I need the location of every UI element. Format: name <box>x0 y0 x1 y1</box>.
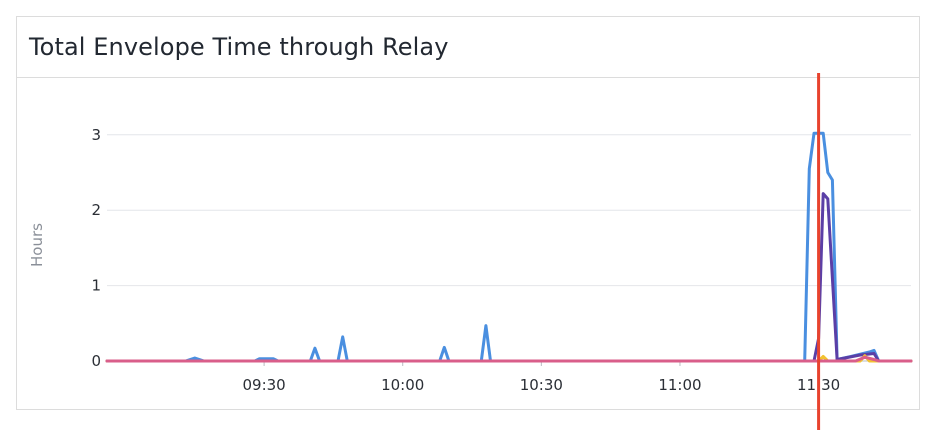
x-tick-label: 10:00 <box>381 376 424 394</box>
chart-panel: Total Envelope Time through Relay <box>16 16 920 410</box>
x-tick-label: 09:30 <box>242 376 285 394</box>
series-line-1[interactable] <box>105 131 913 363</box>
panel-header[interactable]: Total Envelope Time through Relay <box>17 17 919 78</box>
series-line-2[interactable] <box>105 192 913 363</box>
y-tick-label: 0 <box>91 352 101 370</box>
y-tick-label: 2 <box>91 201 101 219</box>
y-tick-label: 3 <box>91 126 101 144</box>
y-tick-label: 1 <box>91 277 101 295</box>
grid-lines <box>107 134 911 362</box>
x-tick-label: 11:00 <box>658 376 701 394</box>
x-tick-label: 10:30 <box>520 376 563 394</box>
y-axis-title: Hours <box>28 223 46 267</box>
series-line-4[interactable] <box>105 355 913 363</box>
series-lines <box>105 131 913 363</box>
panel-title: Total Envelope Time through Relay <box>29 33 449 61</box>
y-tick-labels: 0 1 2 3 <box>91 126 101 370</box>
